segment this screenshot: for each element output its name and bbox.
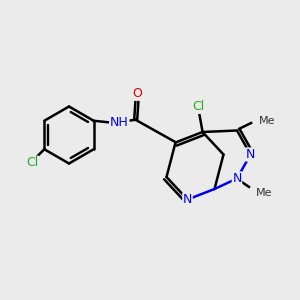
Text: Cl: Cl [26,156,38,169]
Text: Me: Me [259,116,275,126]
Text: NH: NH [110,116,129,129]
Text: Cl: Cl [192,100,204,113]
Text: O: O [132,87,142,100]
Text: Me: Me [256,188,272,198]
Text: N: N [232,172,242,185]
Text: N: N [246,148,255,161]
Text: N: N [183,193,192,206]
